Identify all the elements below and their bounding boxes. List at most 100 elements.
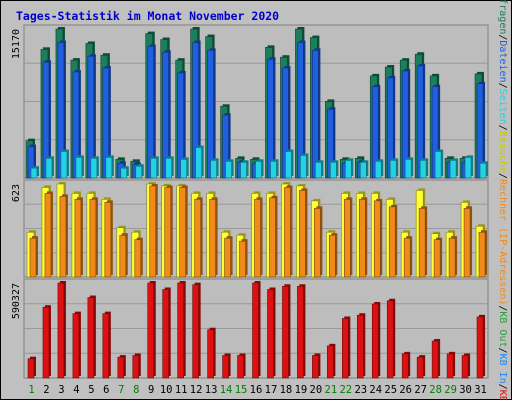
right-legend: Anfragen/Dateien/Seiten/Besuche/Rechner … bbox=[497, 0, 508, 400]
bar-kb-f bbox=[416, 355, 426, 379]
bar-rechner bbox=[29, 236, 38, 278]
bar-rechner bbox=[478, 230, 488, 278]
bar-seiten bbox=[120, 166, 129, 179]
bar-rechner bbox=[284, 185, 293, 278]
bar-rechner bbox=[329, 233, 338, 278]
bar-kb-f bbox=[431, 338, 441, 379]
bar-kb-f bbox=[312, 353, 321, 379]
bar-seiten bbox=[374, 159, 384, 179]
x-tick-label: 29 bbox=[444, 384, 457, 396]
bar-seiten bbox=[330, 160, 339, 179]
x-tick-label: 7 bbox=[118, 384, 124, 396]
x-tick-label: 21 bbox=[325, 384, 338, 396]
bar-rechner bbox=[344, 197, 353, 278]
x-tick-label: 4 bbox=[73, 384, 79, 396]
x-tick-label: 20 bbox=[310, 384, 323, 396]
legend-item: KB In bbox=[497, 354, 508, 384]
bar-kb-f bbox=[386, 298, 396, 379]
bar-kb-f bbox=[252, 281, 261, 379]
bar-seiten bbox=[464, 155, 474, 179]
legend-item: / bbox=[497, 125, 508, 131]
legend-item: / bbox=[497, 173, 508, 179]
bar-kb-f bbox=[147, 281, 156, 379]
bar-seiten bbox=[60, 149, 69, 179]
bar-kb-f bbox=[207, 327, 216, 379]
x-tick-label: 30 bbox=[459, 384, 472, 396]
bar-rechner bbox=[149, 183, 158, 278]
bar-seiten bbox=[75, 155, 84, 179]
bar-seiten bbox=[434, 149, 444, 179]
bar-rechner bbox=[418, 206, 428, 278]
bar-seiten bbox=[225, 159, 234, 179]
bar-rechner bbox=[358, 197, 368, 278]
bar-rechner bbox=[239, 239, 248, 278]
bar-kb-f bbox=[282, 284, 291, 379]
legend-item: / bbox=[497, 34, 508, 40]
y-max-label-visitors: 623 bbox=[11, 184, 22, 202]
bar-seiten bbox=[105, 155, 114, 179]
bar-seiten bbox=[479, 161, 489, 179]
bar-kb-f bbox=[461, 353, 471, 379]
bar-seiten bbox=[30, 166, 39, 179]
bar-kb-f bbox=[87, 295, 96, 379]
bar-kb-f bbox=[237, 353, 246, 379]
bar-kb-f bbox=[342, 316, 351, 379]
x-axis-day-labels: 1 2 3 4 5 6 7 8 9 10 11 12 13 14 15 16 17 18 19 20 21 22 23 24 2… bbox=[28, 384, 487, 396]
bar-rechner bbox=[74, 197, 83, 278]
bar-kb-f bbox=[222, 353, 231, 379]
legend-item: KB F bbox=[497, 390, 508, 400]
bar-seiten bbox=[210, 158, 219, 179]
bar-rechner bbox=[224, 236, 233, 278]
bar-kb-f bbox=[356, 313, 366, 379]
bar-kb-f bbox=[177, 281, 186, 379]
legend-item: KB Out bbox=[497, 311, 508, 347]
legend-item: / bbox=[497, 305, 508, 311]
x-tick-label: 17 bbox=[265, 384, 278, 396]
x-tick-label: 1 bbox=[28, 384, 34, 396]
bar-seiten bbox=[240, 160, 249, 179]
x-tick-label: 2 bbox=[43, 384, 49, 396]
bar-seiten bbox=[45, 156, 54, 179]
legend-item: Seiten bbox=[497, 89, 508, 125]
bar-seiten bbox=[135, 164, 144, 179]
bar-kb-f bbox=[371, 301, 381, 379]
bar-seiten bbox=[300, 153, 309, 179]
bar-rechner bbox=[104, 200, 113, 278]
bar-seiten bbox=[150, 156, 159, 179]
bar-rechner bbox=[403, 236, 413, 278]
x-tick-label: 28 bbox=[429, 384, 442, 396]
bar-rechner bbox=[463, 206, 473, 278]
bar-rechner bbox=[254, 197, 263, 278]
bar-rechner bbox=[134, 237, 143, 278]
bar-rechner bbox=[44, 191, 53, 278]
x-tick-label: 8 bbox=[133, 384, 139, 396]
x-tick-label: 23 bbox=[354, 384, 367, 396]
bar-rechner bbox=[194, 197, 203, 278]
x-tick-label: 11 bbox=[175, 384, 188, 396]
x-tick-label: 31 bbox=[474, 384, 487, 396]
bar-kb-f bbox=[57, 281, 66, 379]
bar-seiten bbox=[270, 159, 279, 179]
legend-item: Besuche bbox=[497, 131, 508, 173]
x-tick-label: 15 bbox=[235, 384, 248, 396]
bar-kb-f bbox=[267, 287, 276, 379]
legend-item: Dateien bbox=[497, 40, 508, 82]
bar-rechner bbox=[89, 197, 98, 278]
x-tick-label: 18 bbox=[280, 384, 293, 396]
bar-seiten bbox=[195, 145, 204, 179]
x-tick-label: 5 bbox=[88, 384, 94, 396]
bar-kb-f bbox=[192, 282, 201, 379]
bar-rechner bbox=[373, 198, 383, 278]
legend-item: Rechner (IP-Adressen) bbox=[497, 179, 508, 305]
bar-rechner bbox=[59, 194, 68, 278]
x-tick-label: 22 bbox=[339, 384, 352, 396]
bar-kb-f bbox=[446, 351, 456, 379]
bar-rechner bbox=[209, 197, 218, 278]
x-tick-label: 14 bbox=[220, 384, 233, 396]
chart-title: Tages-Statistik im Monat November 2020 bbox=[16, 9, 279, 23]
legend-item: / bbox=[497, 384, 508, 390]
bar-seiten bbox=[404, 157, 414, 179]
bar-kb-f bbox=[162, 287, 171, 379]
bar-kb-f bbox=[27, 356, 36, 379]
